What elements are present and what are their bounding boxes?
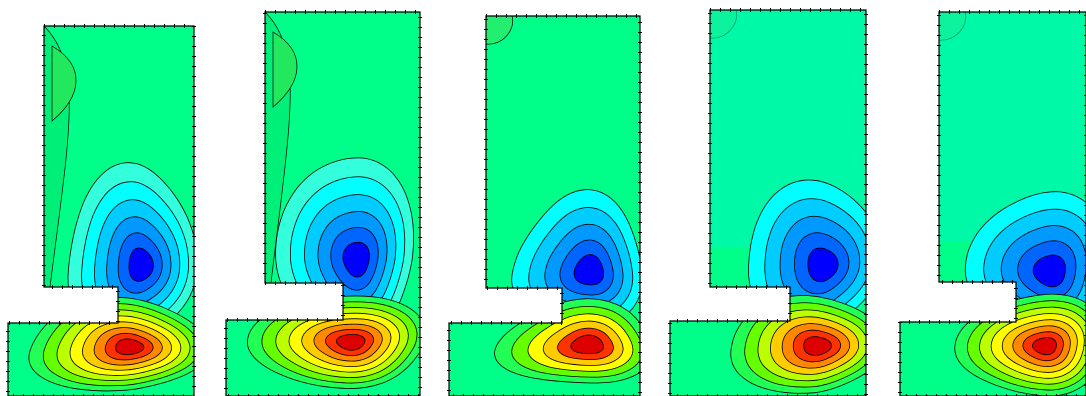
grid-ticks	[898, 10, 1086, 396]
positive-contour-level	[336, 334, 366, 351]
contour-panel	[6, 24, 196, 396]
contour-panel	[668, 8, 868, 396]
positive-contour-level	[115, 338, 145, 356]
negative-contour-level	[342, 241, 370, 278]
domain-outline	[7, 25, 195, 396]
contour-panel	[898, 10, 1086, 396]
negative-contour-level	[573, 254, 605, 286]
negative-contour-level	[128, 247, 154, 282]
negative-contour-level	[807, 247, 839, 283]
grid-ticks	[447, 14, 642, 396]
side-contour	[51, 45, 77, 122]
contour-panel	[447, 14, 642, 396]
grid-ticks	[668, 8, 868, 396]
side-contour	[272, 31, 298, 108]
positive-contour-level	[803, 336, 833, 356]
negative-contour-level	[1032, 254, 1066, 288]
positive-contour-level	[570, 334, 605, 355]
domain-outline	[225, 11, 421, 396]
contour-panel	[224, 10, 422, 396]
positive-contour-level	[1032, 337, 1057, 356]
